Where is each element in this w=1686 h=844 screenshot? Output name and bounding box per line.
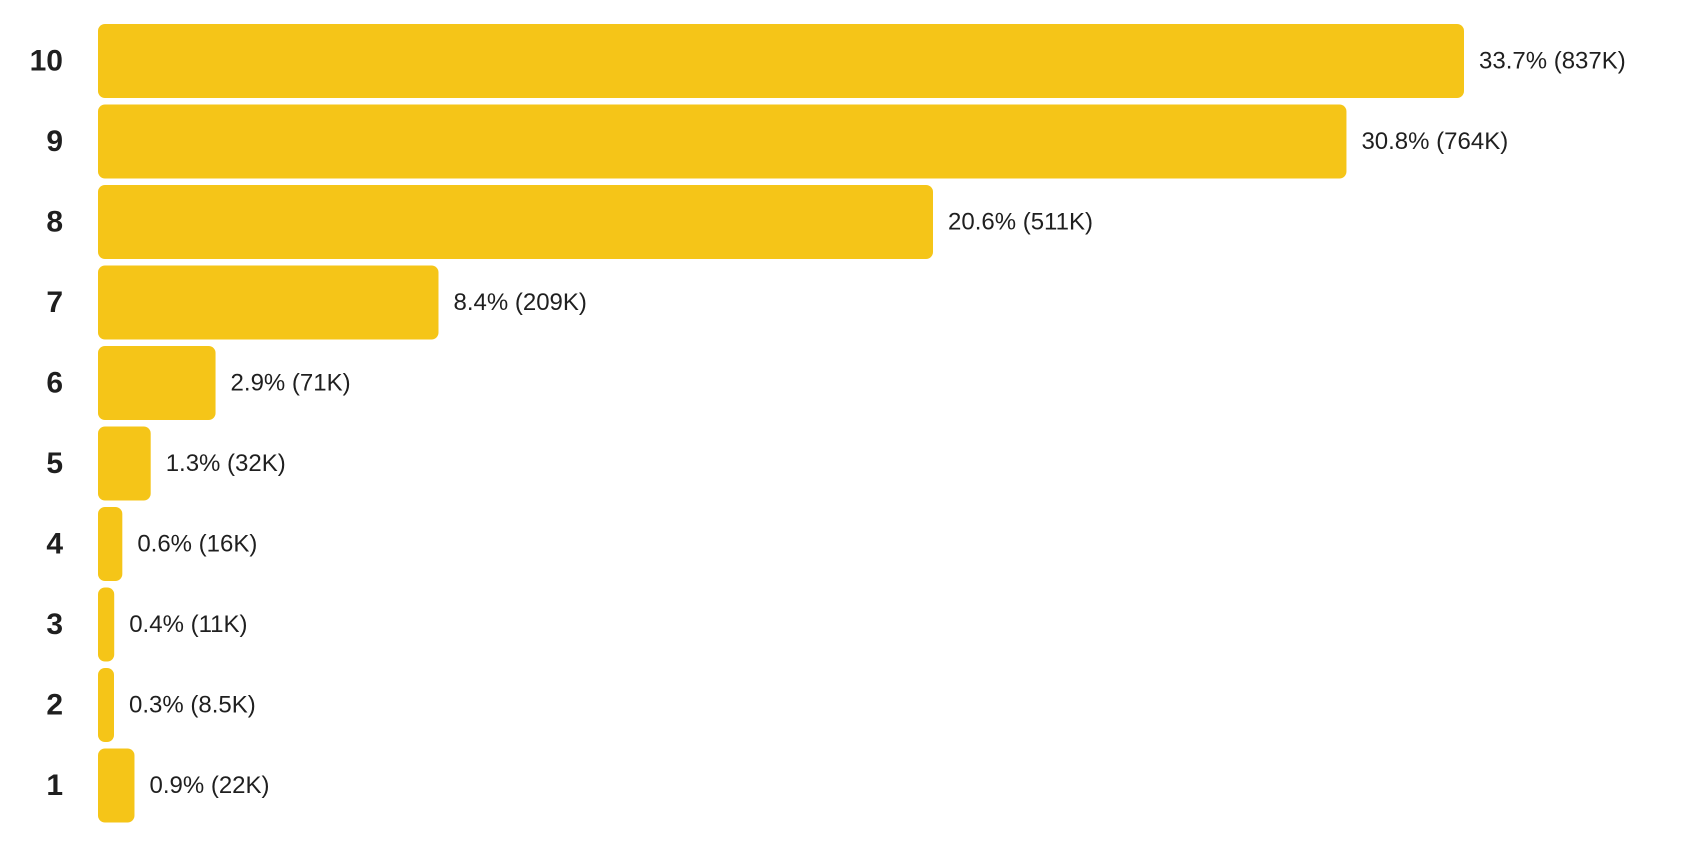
bar-rating-9 [98, 104, 1347, 179]
value-label-6: 2.9% (71K) [231, 370, 351, 397]
bar-rating-3 [98, 587, 115, 662]
rating-label-1: 1 [46, 769, 63, 802]
value-label-9: 30.8% (764K) [1361, 128, 1508, 155]
value-label-1: 0.9% (22K) [149, 772, 269, 799]
bar-rating-2 [98, 668, 114, 742]
bar-rating-10 [98, 24, 1464, 98]
value-label-3: 0.4% (11K) [129, 611, 247, 638]
bar-rating-4 [98, 507, 123, 581]
rating-label-5: 5 [46, 447, 63, 480]
rating-label-4: 4 [46, 528, 63, 561]
rating-label-9: 9 [46, 125, 63, 158]
value-label-10: 33.7% (837K) [1479, 48, 1626, 75]
value-label-4: 0.6% (16K) [137, 531, 257, 558]
category-labels-layer: 10 9 8 7 6 5 4 3 2 1 [30, 45, 64, 803]
rating-label-10: 10 [30, 45, 63, 78]
rating-label-2: 2 [46, 689, 63, 722]
value-label-7: 8.4% (209K) [453, 289, 586, 316]
bar-rating-6 [98, 346, 216, 420]
value-label-8: 20.6% (511K) [948, 209, 1093, 236]
rating-label-7: 7 [46, 286, 63, 319]
rating-label-3: 3 [46, 608, 63, 641]
rating-label-8: 8 [46, 206, 63, 239]
bars-layer [98, 24, 1464, 823]
value-labels-layer: 33.7% (837K) 30.8% (764K) 20.6% (511K) 8.4%… [129, 48, 1626, 800]
bar-rating-8 [98, 185, 934, 259]
bar-rating-1 [98, 748, 135, 823]
value-label-5: 1.3% (32K) [166, 450, 286, 477]
rating-label-6: 6 [46, 367, 63, 400]
value-label-2: 0.3% (8.5K) [129, 692, 256, 719]
bar-rating-5 [98, 426, 151, 501]
bar-rating-7 [98, 265, 439, 340]
